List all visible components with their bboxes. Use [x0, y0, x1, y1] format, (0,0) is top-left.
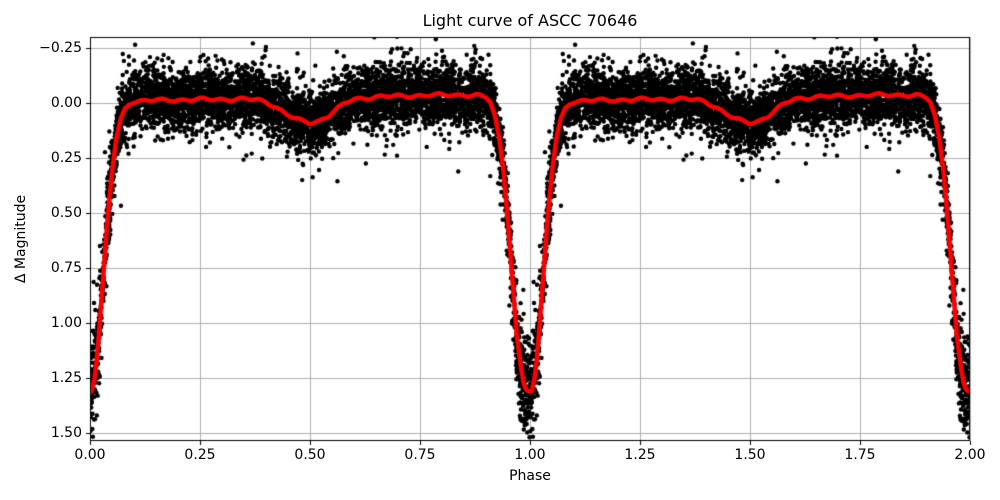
x-tick-label: 0.25 — [184, 447, 216, 463]
x-tick-label: 0.75 — [404, 447, 436, 463]
x-tick-label: 0.50 — [294, 447, 326, 463]
x-tick-label: 1.00 — [514, 447, 546, 463]
y-axis-label: Δ Magnitude — [13, 194, 29, 284]
y-tick-label: 0.75 — [50, 260, 82, 277]
x-tick-label: 1.25 — [624, 447, 656, 463]
y-tick-label: 0.50 — [50, 205, 82, 222]
y-tick-label: 0.25 — [50, 150, 82, 167]
y-tick-label: 1.25 — [50, 370, 82, 387]
x-axis-label: Phase — [509, 468, 551, 484]
x-tick-label: 1.50 — [734, 447, 766, 463]
x-tick-label: 2.00 — [954, 447, 986, 463]
x-tick-label: 0.00 — [74, 447, 106, 463]
y-tick-label: 1.50 — [50, 425, 82, 442]
chart-title: Light curve of ASCC 70646 — [422, 11, 638, 30]
x-tick-label: 1.75 — [844, 447, 876, 463]
y-tick-label: 0.00 — [50, 95, 82, 112]
y-tick-label: 1.00 — [50, 315, 82, 332]
y-tick-label: −0.25 — [39, 40, 82, 56]
